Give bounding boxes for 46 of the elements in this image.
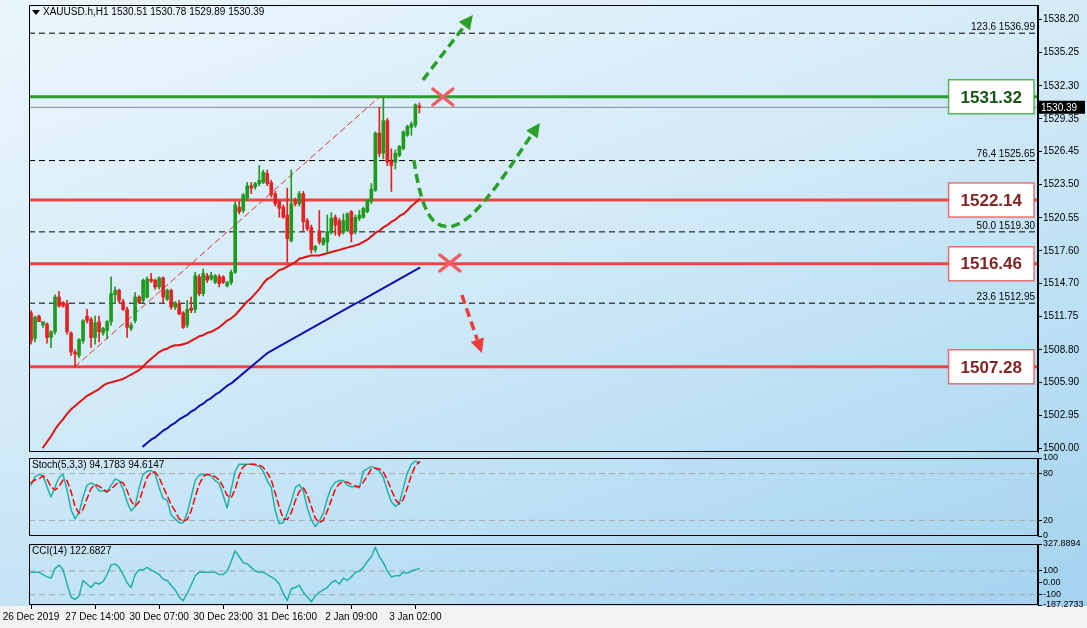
y-tick-label: 100 <box>1043 452 1059 463</box>
x-tick-label: 2 Jan 09:00 <box>325 610 378 622</box>
y-tick-label: 1523.50 <box>1043 178 1080 190</box>
y-tick-label: 1500.00 <box>1043 442 1080 454</box>
y-tick-label: 1535.25 <box>1043 46 1080 58</box>
ref-line-label: 1530.39 <box>1041 101 1078 113</box>
candlestick <box>249 182 254 195</box>
y-tick-label: 327.8894 <box>1043 538 1081 549</box>
x-tick-label: 30 Dec 23:00 <box>193 610 254 622</box>
ref-line-label: 1531.32 <box>960 87 1022 107</box>
ref-line-label: 23.6 1512.95 <box>976 290 1036 302</box>
x-tick-label: 27 Dec 14:00 <box>65 610 126 622</box>
chart-title: CCI(14) 122.6827 <box>32 545 112 557</box>
y-tick-label: 1511.75 <box>1043 310 1079 322</box>
y-tick-label: 1529.35 <box>1043 112 1080 124</box>
y-tick-label: 1532.30 <box>1043 79 1080 91</box>
y-tick-label: 1514.70 <box>1043 277 1080 289</box>
x-tick-label: 31 Dec 16:00 <box>257 610 318 622</box>
y-tick-label: 1505.90 <box>1043 376 1080 388</box>
y-tick-label: 0.00 <box>1043 577 1061 588</box>
y-tick-label: 1526.45 <box>1043 145 1080 157</box>
x-tick-label: 3 Jan 02:00 <box>389 610 442 622</box>
y-tick-label: 100 <box>1043 565 1059 576</box>
y-tick-label: -187.2733 <box>1043 599 1084 610</box>
x-tick-label: 26 Dec 2019 <box>2 610 60 622</box>
chart-title: XAUUSD.h,H1 1530.51 1530.78 1529.89 1530.39 <box>43 6 265 18</box>
y-tick-label: 0 <box>1043 530 1049 541</box>
ref-line-label: 1522.14 <box>960 190 1023 210</box>
ref-line-label: 1507.28 <box>960 357 1022 377</box>
y-tick-label: 1508.80 <box>1043 343 1080 355</box>
y-tick-label: 1502.95 <box>1043 409 1080 421</box>
y-tick-label: 1517.60 <box>1043 244 1080 256</box>
y-tick-label: 80 <box>1043 468 1054 479</box>
y-tick-label: 1538.20 <box>1043 13 1080 25</box>
candlestick <box>325 214 330 254</box>
y-tick-label: -100 <box>1043 589 1062 600</box>
chart-title: Stoch(5,3,3) 94.1783 94.6147 <box>32 459 165 471</box>
candlestick <box>257 165 262 187</box>
y-tick-label: 20 <box>1043 514 1054 525</box>
ref-line-label: 123.6 1536.99 <box>971 20 1036 32</box>
candlestick <box>189 296 193 314</box>
ref-line-label: 76.4 1525.65 <box>976 148 1036 160</box>
ref-line-label: 1516.46 <box>960 254 1022 274</box>
x-tick-label: 30 Dec 07:00 <box>129 610 190 622</box>
ref-line-label: 50.0 1519.30 <box>976 219 1036 231</box>
y-tick-label: 1520.55 <box>1043 211 1080 223</box>
